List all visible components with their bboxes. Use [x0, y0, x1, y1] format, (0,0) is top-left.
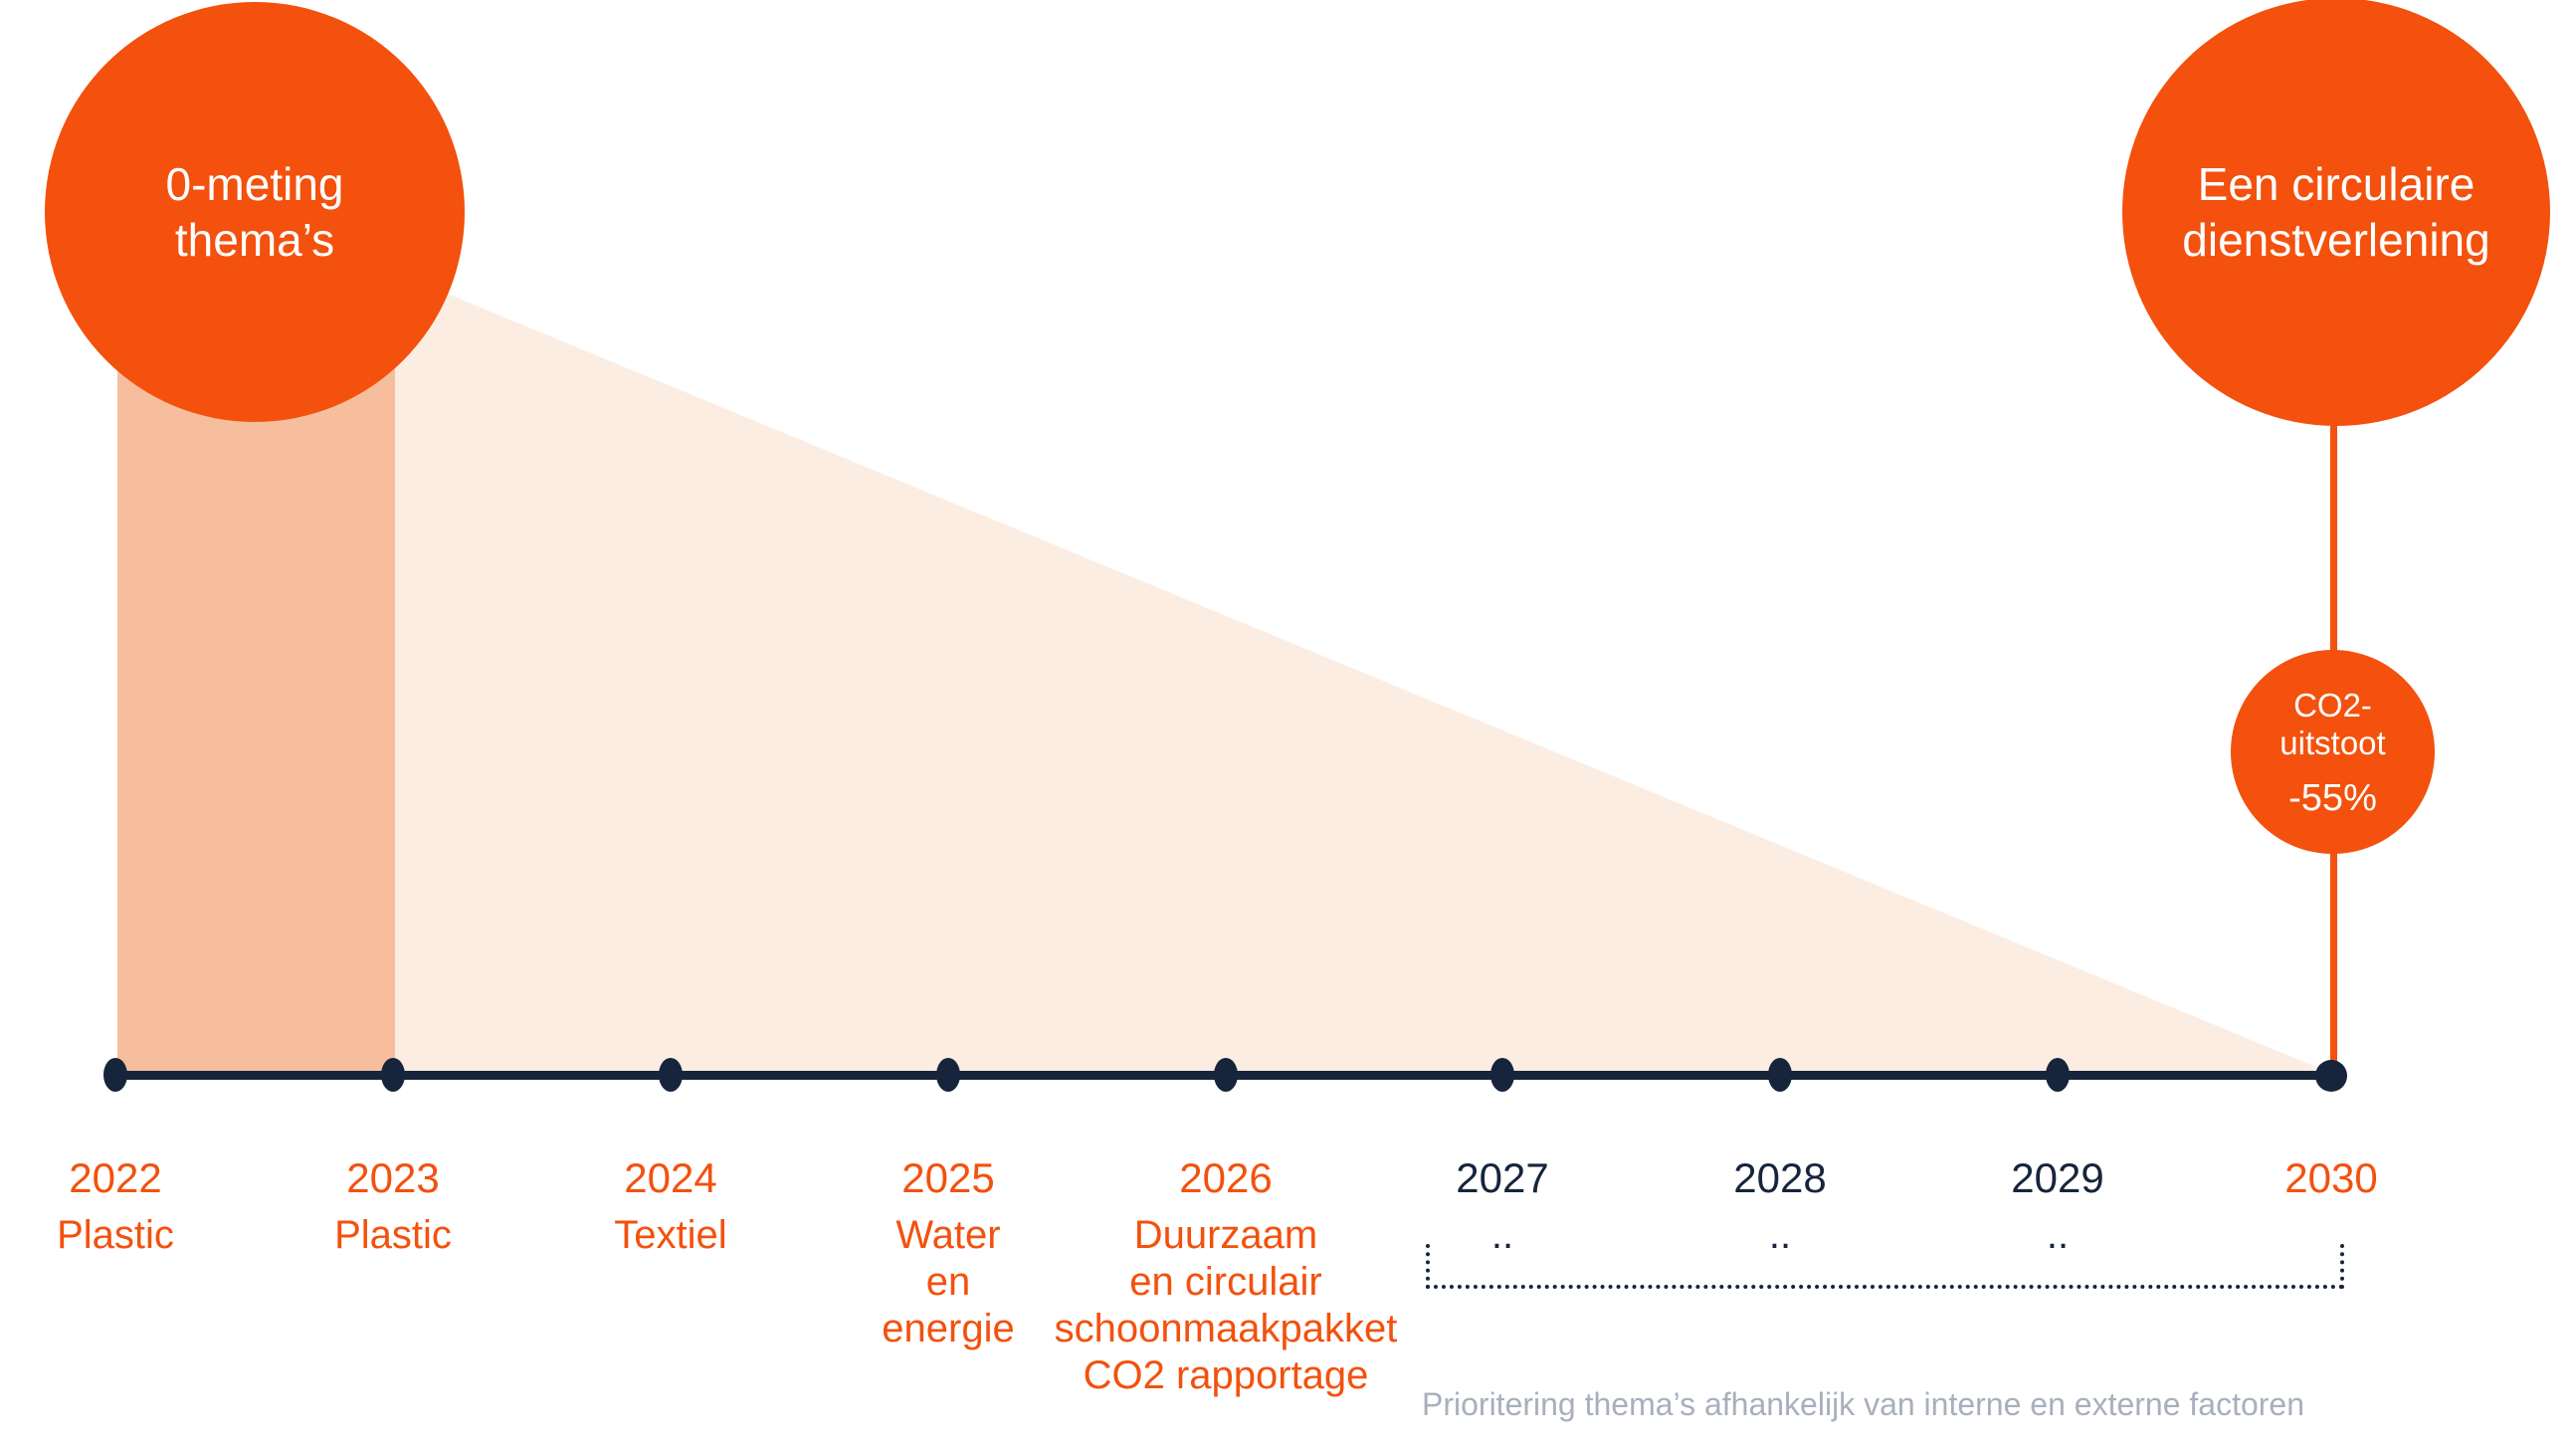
year-label-2030: 2030: [2284, 1154, 2378, 1201]
timeline-item-2022: 2022 Plastic: [0, 1154, 344, 1259]
year-label-2026: 2026: [1179, 1154, 1273, 1201]
theme-label-2025: Water en energie: [882, 1213, 1015, 1350]
end-milestone-circle: Een circulaire dienstverlening: [2122, 0, 2550, 426]
theme-label-2022: Plastic: [57, 1213, 174, 1257]
footnote-text: Prioritering thema’s afhankelijk van int…: [1422, 1386, 2305, 1422]
timeline-dot-2023: [381, 1058, 405, 1092]
timeline-dot-2030: [2315, 1060, 2347, 1092]
year-label-2025: 2025: [901, 1154, 995, 1201]
theme-label-2027: ..: [1490, 1213, 1514, 1257]
timeline-dot-2029: [2046, 1058, 2070, 1092]
timeline-item-2026: 2026 Duurzaam en circulair schoonmaakpak…: [997, 1154, 1455, 1399]
theme-label-2023: Plastic: [334, 1213, 452, 1257]
co2-target-label: CO2- uitstoot: [2279, 686, 2386, 761]
timeline-dot-2024: [659, 1058, 683, 1092]
timeline-dot-2026: [1214, 1058, 1238, 1092]
future-themes-bracket: [1426, 1244, 2344, 1289]
theme-label-2028: ..: [1768, 1213, 1792, 1257]
timeline-dot-2025: [936, 1058, 960, 1092]
timeline-item-2023: 2023 Plastic: [164, 1154, 622, 1259]
timeline-item-2029: 2029 ..: [1829, 1154, 2286, 1259]
co2-target-value: -55%: [2288, 776, 2377, 819]
co2-target-circle: CO2- uitstoot -55%: [2231, 650, 2435, 854]
start-milestone-circle: 0-meting thema’s: [45, 2, 465, 422]
year-label-2028: 2028: [1733, 1154, 1827, 1201]
theme-label-2029: ..: [2046, 1213, 2070, 1257]
year-label-2027: 2027: [1456, 1154, 1549, 1201]
timeline-dot-2028: [1768, 1058, 1792, 1092]
year-label-2022: 2022: [69, 1154, 162, 1201]
timeline-item-2030: 2030: [2102, 1154, 2560, 1212]
timeline-dot-2027: [1490, 1058, 1514, 1092]
theme-label-2024: Textiel: [614, 1213, 727, 1257]
year-label-2023: 2023: [346, 1154, 440, 1201]
end-milestone-label: Een circulaire dienstverlening: [2182, 158, 2490, 266]
timeline-item-2027: 2027 ..: [1274, 1154, 1731, 1259]
theme-label-2026: Duurzaam en circulair schoonmaakpakket C…: [1054, 1213, 1398, 1397]
year-label-2029: 2029: [2011, 1154, 2104, 1201]
timeline-dot-2022: [103, 1058, 127, 1092]
timeline-item-2025: 2025 Water en energie: [719, 1154, 1177, 1352]
timeline-item-2024: 2024 Textiel: [442, 1154, 899, 1259]
year-label-2024: 2024: [624, 1154, 717, 1201]
start-milestone-label: 0-meting thema’s: [165, 158, 344, 266]
timeline-item-2028: 2028 ..: [1551, 1154, 2009, 1259]
